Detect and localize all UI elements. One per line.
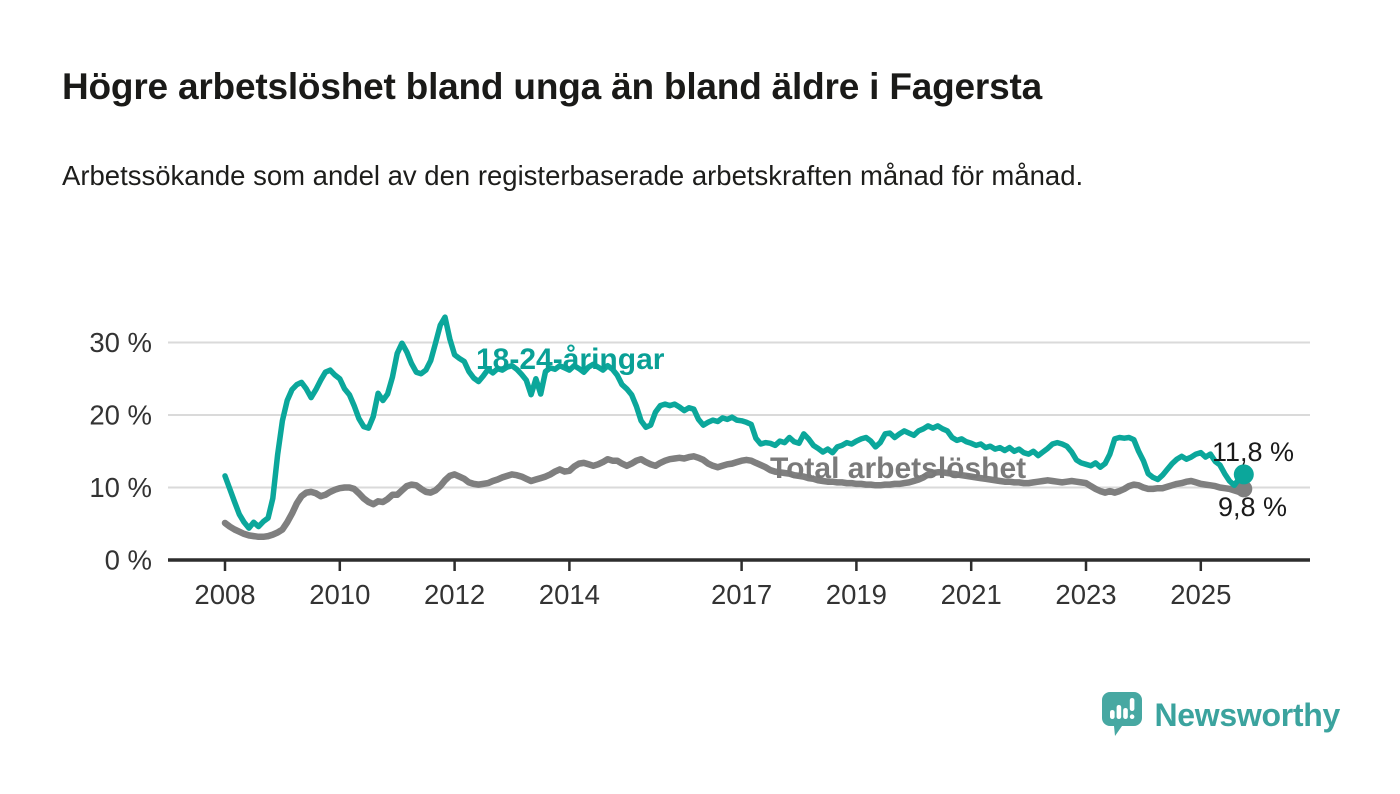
bar-3-icon xyxy=(1122,708,1128,719)
y-tick-label-0: 0 % xyxy=(105,545,152,576)
end-value-label-total: 9,8 % xyxy=(1218,492,1287,522)
series-label-total: Total arbetslöshet xyxy=(770,452,1026,485)
x-axis xyxy=(168,558,1310,571)
x-tick-label-2014: 2014 xyxy=(539,579,600,610)
page-subtitle: Arbetssökande som andel av den registerb… xyxy=(62,160,1084,191)
y-tick-label-10: 10 % xyxy=(89,472,152,503)
x-tick-label-2010: 2010 xyxy=(309,579,370,610)
x-tick-label-2012: 2012 xyxy=(424,579,485,610)
newsworthy-bubble-icon xyxy=(1101,692,1142,736)
chart-lines xyxy=(221,314,1254,541)
x-tick-label-2019: 2019 xyxy=(826,579,887,610)
page-title: Högre arbetslöshet bland unga än bland ä… xyxy=(62,66,1042,107)
x-tick-label-2023: 2023 xyxy=(1055,579,1116,610)
end-dot-total xyxy=(1235,480,1253,498)
exclamation-dot-icon xyxy=(1129,714,1134,719)
gridlines xyxy=(168,341,1310,489)
y-tick-label-30: 30 % xyxy=(89,327,152,358)
y-tick-label-20: 20 % xyxy=(89,400,152,431)
exclamation-bar-icon xyxy=(1129,698,1134,711)
x-tick-label-2017: 2017 xyxy=(711,579,772,610)
line-total xyxy=(221,453,1248,541)
bar-2-icon xyxy=(1116,705,1121,719)
end-dot-young xyxy=(1233,464,1254,485)
x-tick-label-2008: 2008 xyxy=(194,579,255,610)
newsworthy-logo: Newsworthy xyxy=(1101,692,1341,738)
end-value-label-young: 11,8 % xyxy=(1212,437,1294,467)
axis-tick-labels: 2008 2010 2012 2014 2017 2019 2021 2023 2025 0 % 1… xyxy=(89,327,1231,610)
x-tick-label-2025: 2025 xyxy=(1170,579,1231,610)
bubble-shape xyxy=(1101,692,1142,736)
bar-1-icon xyxy=(1109,710,1115,719)
x-tick-label-2021: 2021 xyxy=(941,579,1002,610)
newsworthy-wordmark: Newsworthy xyxy=(1154,696,1341,733)
series-label-young: 18-24-åringar xyxy=(476,343,665,376)
line-young xyxy=(222,314,1247,531)
